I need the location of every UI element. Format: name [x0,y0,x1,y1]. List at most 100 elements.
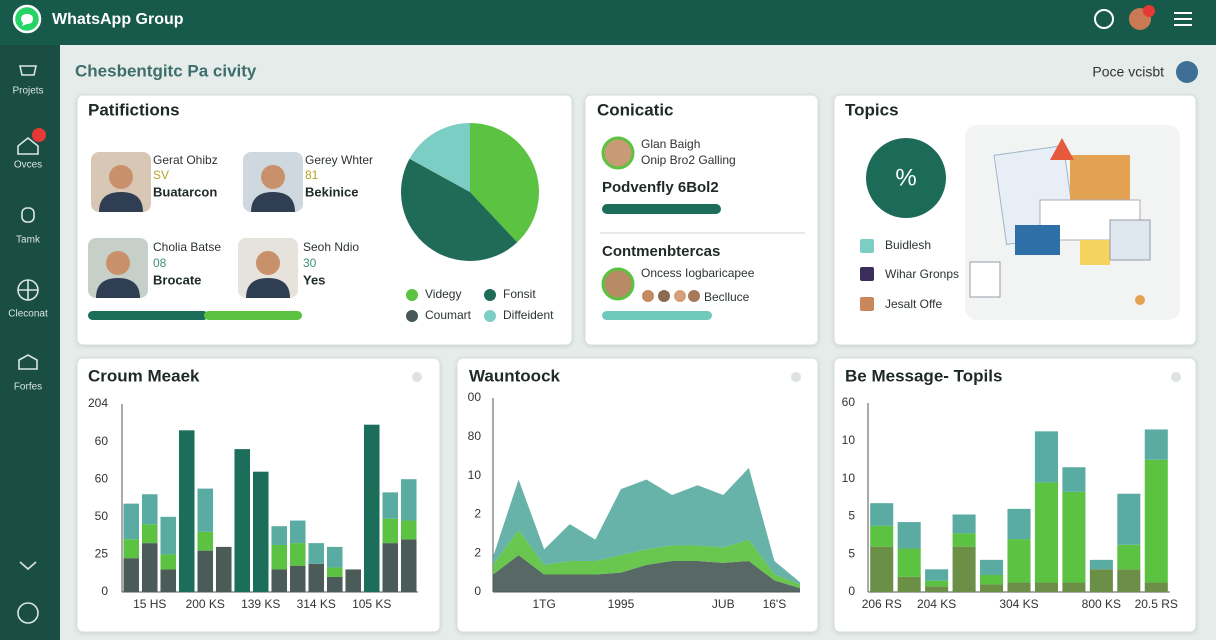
person-code: 30 [303,256,317,270]
bar-segment [160,554,177,570]
avatar-body [251,192,295,212]
topic-badge-text: % [895,164,916,191]
avatar-body [96,278,140,298]
user-name[interactable]: Poce vcisbt [1092,64,1164,80]
bar-segment [980,584,1004,592]
topic-item[interactable]: Jesalt Offe [885,297,942,311]
y-tick-label: 60 [95,471,109,485]
bar-segment [326,567,343,577]
bar-segment [400,520,417,540]
x-tick-label: 16'S [763,597,787,611]
person-name: Gerey Whter [305,153,373,167]
chart-menu-icons[interactable] [412,372,1181,382]
bar-segment [382,543,399,592]
topic-item[interactable]: Wihar Gronps [885,267,959,281]
bar-segment [197,531,214,551]
sidebar-icons [17,65,39,624]
person-code: 81 [305,168,319,182]
bar-segment [271,569,288,592]
bar-segment [1007,582,1031,592]
bar-segment [952,533,976,547]
bar-segment [289,520,306,544]
bar-segment [1089,559,1113,570]
bar-segment [400,539,417,592]
bar-segment [271,545,288,570]
bar-segment [1089,569,1113,592]
person-role: Yes [303,272,325,287]
bar-segment [1117,493,1141,545]
y-tick-label: 60 [95,434,109,448]
bar-segment [400,479,417,521]
y-tick-label: 5 [848,509,855,523]
bar-segment [363,424,380,592]
bar-segment [1144,429,1168,460]
topic-badge [866,138,946,218]
bar-segment [925,586,949,592]
bar-segment [1062,582,1086,592]
progress-bar [602,311,712,320]
area [493,529,800,589]
legend-swatch [484,310,496,322]
bar-segment [289,543,306,566]
page-title: Chesbentgitc Pa civity [75,61,257,80]
y-tick-label: 0 [474,584,481,598]
refresh-icon[interactable] [1094,9,1114,29]
sidebar [0,45,60,640]
bar-segment [160,516,177,555]
pie-slice [401,158,518,261]
person-name: Cholia Batse [153,240,221,254]
contact-name: Glan Baigh [641,137,700,151]
chart-title: Wauntoock [469,366,561,385]
bar-segment [870,503,894,526]
avatar-body [99,192,143,212]
member-avatars [642,290,700,302]
bar-segment [234,449,251,592]
user-avatar[interactable] [1176,61,1198,83]
bar-segment [141,494,158,525]
y-tick-label: 10 [842,433,856,447]
bar-segment [326,546,343,568]
card-title: Patifictions [88,100,180,119]
x-tick-label: 314 KS [297,597,336,611]
contact-status: Onip Bro2 Galling [641,153,736,167]
y-tick-label: 60 [842,395,856,409]
x-tick-label: JUB [712,597,735,611]
legend-swatch [484,289,496,301]
x-tick-label: 304 KS [999,597,1038,611]
bar-segment [897,548,921,577]
bar-segment [952,514,976,534]
nav-item[interactable]: Cleconat [8,309,48,320]
chart-title: Croum Meaek [88,366,200,385]
y-tick-label: 204 [88,396,108,410]
area [493,555,800,592]
bar-segment [952,546,976,592]
bar-segment [382,492,399,519]
bar-segment [1062,491,1086,583]
contact-avatar [601,136,635,170]
chart-title: Be Message- Topils [845,366,1002,385]
bar-segment [1034,582,1058,592]
topic-item[interactable]: Buidlesh [885,238,931,252]
bar-segment [271,526,288,545]
topic-icon [860,239,874,253]
bar-segment [345,569,362,592]
progress-bar [88,311,208,320]
x-tick-label: 15 HS [133,597,166,611]
menu-icon[interactable] [1174,12,1192,26]
nav-item[interactable]: Projets [12,86,43,97]
nav-item[interactable]: Tamk [16,235,41,246]
nav-item[interactable]: Ovces [14,160,42,171]
bar-segment [197,488,214,532]
x-tick-label: 800 KS [1082,597,1121,611]
nav-item[interactable]: Forfes [14,382,42,393]
member-name: Oncess Iogbaricapee [641,266,755,280]
bar-segment [925,569,949,581]
bar-segment [123,558,140,592]
sidebar-badge [32,128,46,142]
bar-segment [289,565,306,592]
legend-swatch [406,310,418,322]
y-tick-label: 2 [474,507,481,521]
member-avatar [601,267,635,301]
x-tick-label: 204 KS [917,597,956,611]
